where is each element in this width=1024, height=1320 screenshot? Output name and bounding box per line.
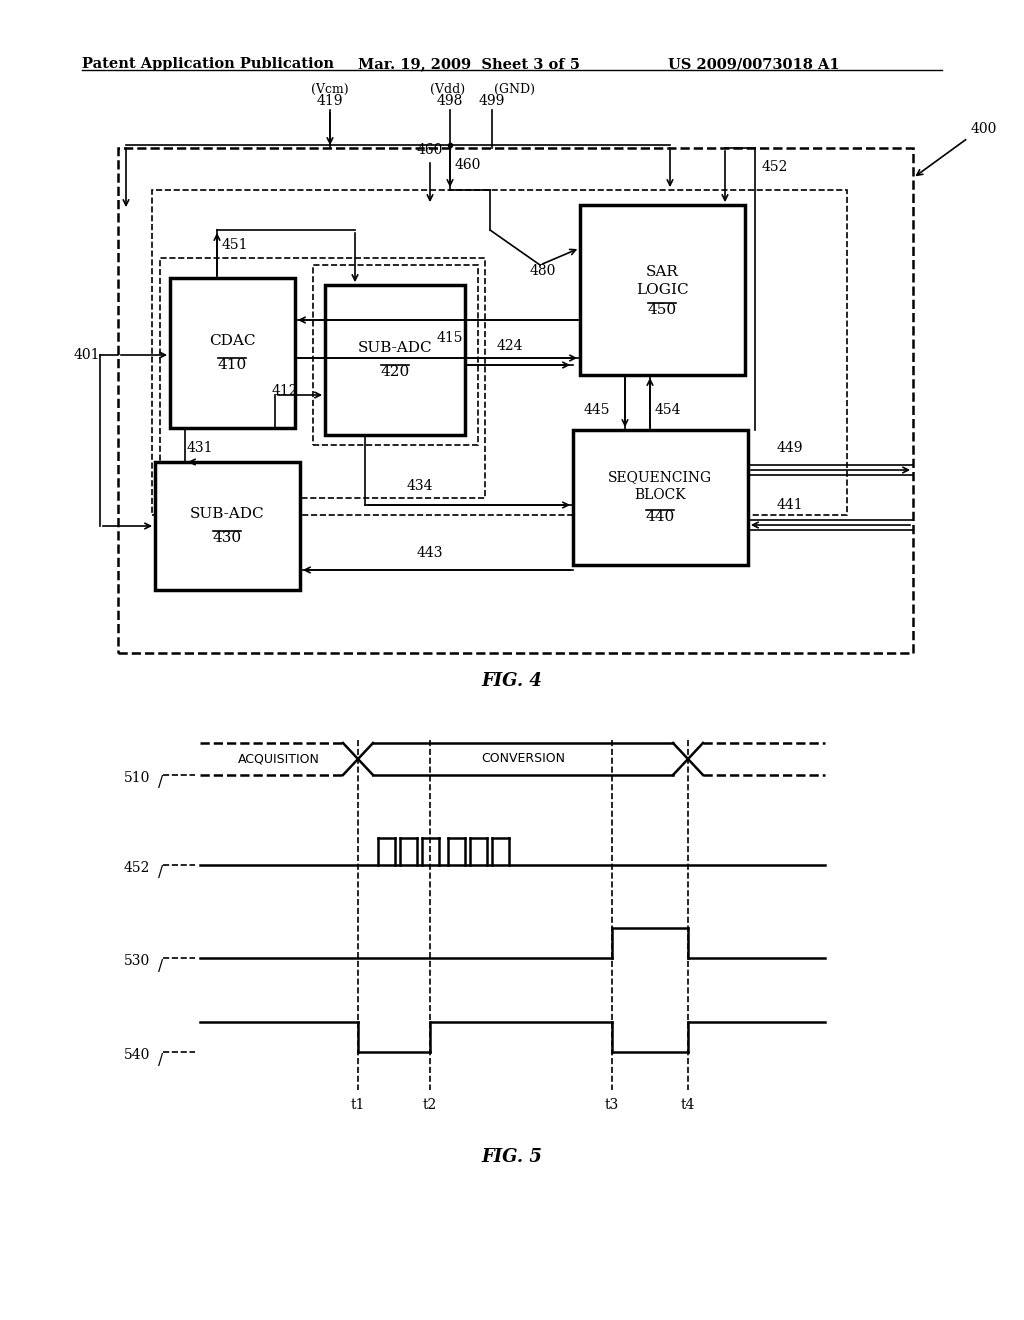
Bar	[580, 205, 745, 375]
Text: t1: t1	[351, 1098, 366, 1111]
Text: SUB-ADC: SUB-ADC	[189, 507, 264, 521]
Text: CONVERSION: CONVERSION	[481, 752, 565, 766]
Text: 498: 498	[437, 94, 463, 108]
Text: 443: 443	[417, 546, 443, 560]
Text: 449: 449	[777, 441, 803, 455]
Text: 454: 454	[655, 403, 682, 417]
Text: 400: 400	[971, 121, 997, 136]
Text: /: /	[159, 866, 164, 880]
Text: CDAC: CDAC	[209, 334, 255, 348]
Text: 419: 419	[316, 94, 343, 108]
Text: 451: 451	[222, 238, 249, 252]
Text: 401: 401	[74, 348, 100, 362]
Bar	[170, 279, 295, 428]
Bar	[155, 462, 300, 590]
Bar	[325, 285, 465, 436]
Text: 412: 412	[271, 384, 298, 399]
Text: 480: 480	[530, 264, 556, 279]
Text: t4: t4	[681, 1098, 695, 1111]
Text: 424: 424	[497, 339, 523, 352]
Text: 410: 410	[217, 358, 247, 372]
Text: (Vcm): (Vcm)	[311, 83, 349, 96]
Text: LOGIC: LOGIC	[636, 282, 688, 297]
Text: t3: t3	[605, 1098, 620, 1111]
Bar	[313, 265, 478, 445]
Text: BLOCK: BLOCK	[634, 488, 686, 502]
Text: 430: 430	[212, 531, 242, 545]
Text: Patent Application Publication: Patent Application Publication	[82, 57, 334, 71]
Text: 445: 445	[584, 403, 610, 417]
Text: /: /	[159, 1052, 164, 1068]
Text: FIG. 4: FIG. 4	[481, 672, 543, 690]
Text: /: /	[159, 776, 164, 791]
Text: (Vdd): (Vdd)	[430, 83, 466, 96]
Text: SUB-ADC: SUB-ADC	[357, 341, 432, 355]
Bar	[573, 430, 748, 565]
Text: 450: 450	[647, 304, 677, 317]
Text: 530: 530	[124, 954, 150, 968]
Text: 420: 420	[380, 366, 410, 379]
Text: 460: 460	[455, 158, 481, 172]
Text: SEQUENCING: SEQUENCING	[608, 470, 712, 484]
Text: 510: 510	[124, 771, 150, 785]
Bar	[118, 148, 913, 653]
Text: 441: 441	[776, 498, 803, 512]
Text: /: /	[159, 958, 164, 974]
Text: t2: t2	[423, 1098, 437, 1111]
Text: 499: 499	[479, 94, 505, 108]
Text: SAR: SAR	[645, 265, 679, 279]
Text: US 2009/0073018 A1: US 2009/0073018 A1	[668, 57, 840, 71]
Text: 452: 452	[124, 861, 150, 875]
Text: FIG. 5: FIG. 5	[481, 1148, 543, 1166]
Text: (GND): (GND)	[494, 83, 535, 96]
Text: 440: 440	[645, 510, 675, 524]
Text: 415: 415	[437, 331, 463, 345]
Text: 431: 431	[186, 441, 213, 455]
Text: 460: 460	[417, 143, 443, 157]
Text: 540: 540	[124, 1048, 150, 1063]
Bar	[160, 257, 485, 498]
Text: ACQUISITION: ACQUISITION	[238, 752, 319, 766]
Text: 452: 452	[762, 160, 788, 174]
Text: 434: 434	[407, 479, 433, 492]
Bar	[152, 190, 847, 515]
Text: Mar. 19, 2009  Sheet 3 of 5: Mar. 19, 2009 Sheet 3 of 5	[358, 57, 580, 71]
